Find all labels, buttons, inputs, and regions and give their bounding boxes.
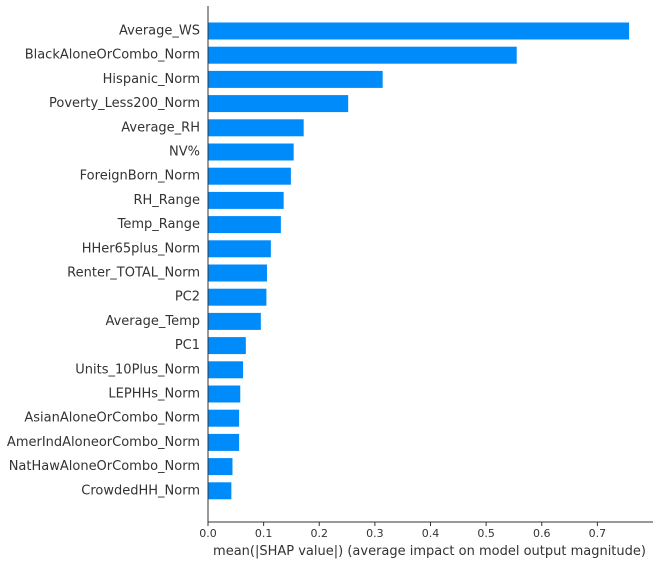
category-label: BlackAloneOrCombo_Norm: [25, 48, 200, 63]
category-label: Hispanic_Norm: [103, 72, 200, 87]
category-label: NV%: [169, 145, 200, 160]
x-ticks-group: 0.0 0.1 0.2 0.3 0.4 0.5 0.6 0.7: [199, 522, 606, 540]
bar-2: [208, 70, 383, 88]
bar-0: [208, 22, 630, 40]
category-label: ForeignBorn_Norm: [80, 169, 200, 184]
bar-19: [208, 482, 232, 500]
x-axis-label: mean(|SHAP value|) (average impact on mo…: [213, 544, 646, 559]
category-label: Temp_Range: [117, 217, 200, 232]
x-tick-label: 0.5: [477, 527, 495, 540]
bar-11: [208, 288, 267, 306]
bar-18: [208, 458, 233, 476]
x-tick-label: 0.4: [422, 527, 440, 540]
x-tick-label: 0.3: [366, 527, 384, 540]
category-label: Average_RH: [121, 120, 200, 135]
bar-9: [208, 240, 271, 258]
category-label: RH_Range: [133, 193, 200, 208]
category-label: Average_Temp: [105, 314, 200, 329]
category-label: Poverty_Less200_Norm: [49, 96, 200, 111]
category-label: AmerIndAloneorCombo_Norm: [7, 435, 200, 450]
bar-4: [208, 119, 304, 137]
category-label: LEPHHs_Norm: [108, 387, 200, 402]
bar-12: [208, 312, 261, 330]
bar-15: [208, 385, 241, 403]
bar-8: [208, 216, 281, 234]
category-label: AsianAloneOrCombo_Norm: [24, 411, 200, 426]
x-tick-label: 0.1: [255, 527, 273, 540]
bar-17: [208, 433, 240, 451]
category-labels-group: Average_WS BlackAloneOrCombo_Norm Hispanic…: [7, 24, 200, 499]
bar-16: [208, 409, 240, 427]
x-tick-label: 0.2: [311, 527, 329, 540]
category-label: Renter_TOTAL_Norm: [67, 266, 200, 281]
x-tick-label: 0.0: [199, 527, 217, 540]
bar-1: [208, 46, 517, 64]
bars-group: [208, 22, 630, 500]
bar-14: [208, 361, 244, 379]
bar-3: [208, 95, 349, 113]
category-label: NatHawAloneOrCombo_Norm: [9, 459, 200, 474]
bar-6: [208, 167, 291, 185]
category-label: HHer65plus_Norm: [82, 241, 200, 256]
bar-5: [208, 143, 294, 161]
category-label: PC1: [175, 338, 200, 353]
bar-13: [208, 337, 246, 355]
x-tick-label: 0.6: [533, 527, 551, 540]
bar-7: [208, 191, 284, 209]
bar-10: [208, 264, 267, 282]
category-label: PC2: [175, 290, 200, 305]
category-label: Average_WS: [119, 24, 200, 39]
category-label: Units_10Plus_Norm: [75, 362, 200, 377]
x-tick-label: 0.7: [589, 527, 607, 540]
category-label: CrowdedHH_Norm: [81, 483, 200, 498]
